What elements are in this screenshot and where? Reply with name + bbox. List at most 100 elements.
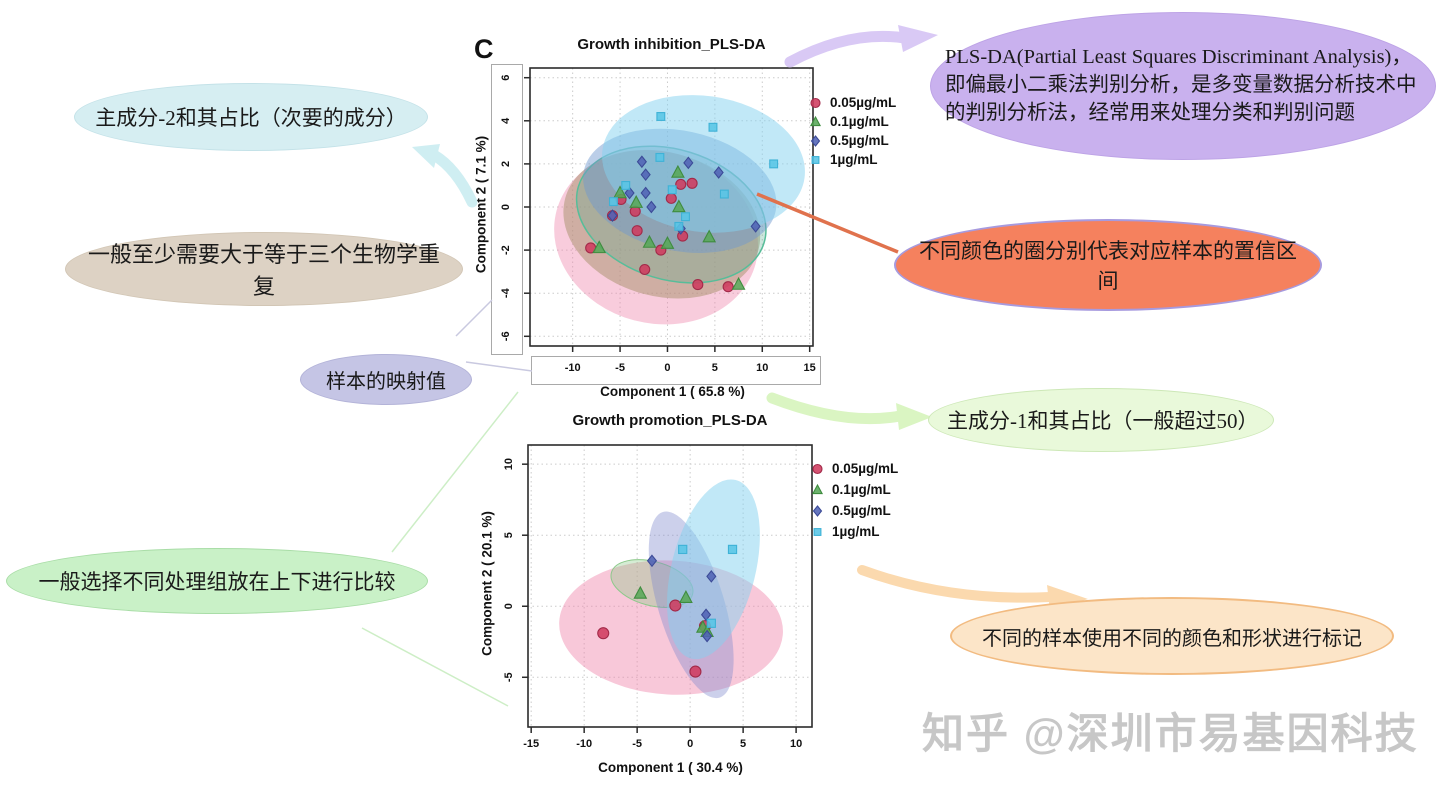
legend-item: 0.5µg/mL — [810, 503, 898, 518]
y-tick-label: -6 — [500, 331, 512, 341]
data-point-square — [681, 212, 690, 222]
data-point-circle — [631, 225, 643, 237]
y-tick-label: 4 — [500, 117, 512, 124]
bubble-pc2-note: 主成分-2和其占比（次要的成分） — [74, 83, 428, 151]
data-point-square — [706, 618, 716, 628]
data-point-square — [678, 544, 688, 555]
y-tick-label: 2 — [500, 161, 512, 167]
diamond-legend-marker-icon — [810, 135, 821, 147]
data-point-diamond — [640, 168, 651, 182]
data-point-triangle — [678, 590, 693, 603]
legend-label: 0.05µg/mL — [830, 95, 897, 110]
data-point-triangle — [811, 483, 824, 495]
square-legend-marker-icon — [813, 528, 822, 536]
data-point-triangle — [642, 234, 657, 248]
bubble-plsda-note: PLS-DA(Partial Least Squares Discriminan… — [930, 12, 1436, 160]
data-point-circle — [689, 665, 702, 678]
line-mapping-to-yaxis — [455, 299, 493, 337]
y-tick-label: -2 — [500, 245, 512, 255]
plot-border — [527, 444, 813, 728]
legend-top: 0.05µg/mL 0.1µg/mL 0.5µg/mL 1µg/mL — [808, 95, 896, 167]
arrow-to-pc2-bubble — [428, 149, 478, 208]
data-point-triangle — [633, 585, 648, 599]
legend-item: 0.05µg/mL — [810, 461, 898, 476]
data-point-triangle — [671, 164, 685, 178]
legend-item: 0.1µg/mL — [810, 482, 898, 497]
arrow-to-plsda-bubble-head — [898, 25, 938, 52]
data-point-diamond — [701, 629, 713, 643]
x-tick-label: 10 — [756, 362, 768, 374]
legend-label: 1µg/mL — [832, 524, 880, 539]
data-point-triangle — [809, 115, 822, 127]
data-point-square — [621, 180, 631, 190]
data-point-triangle — [629, 195, 644, 208]
y-tick-label: 5 — [503, 532, 515, 538]
data-point-diamond — [750, 220, 761, 233]
data-point-triangle — [702, 229, 717, 243]
x-tick-label: 10 — [790, 738, 802, 750]
x-tick-label: -5 — [632, 738, 642, 750]
data-point-diamond — [713, 166, 724, 179]
legend-item: 0.5µg/mL — [808, 133, 896, 148]
data-point-diamond — [700, 608, 712, 622]
confidence-ellipse — [602, 95, 805, 233]
data-point-square — [708, 122, 718, 132]
legend-item: 0.1µg/mL — [808, 114, 896, 129]
x-tick-label: -10 — [576, 738, 592, 750]
line-to-confidence-bubble — [756, 192, 899, 254]
bubble-confidence-text: 不同颜色的圈分别代表对应样本的置信区间 — [919, 239, 1297, 293]
x-tick-label: 0 — [687, 738, 693, 750]
y-tick-label: -5 — [503, 672, 515, 682]
x-axis-label-top: Component 1 ( 65.8 %) — [600, 384, 745, 399]
y-tick-label: 6 — [500, 75, 512, 81]
bubble-replicates-note: 一般至少需要大于等于三个生物学重复 — [65, 232, 463, 306]
data-point-square — [656, 112, 666, 121]
data-point-triangle — [660, 235, 675, 249]
data-point-triangle — [671, 199, 686, 213]
x-tick-label: 5 — [712, 362, 718, 374]
legend-label: 0.5µg/mL — [830, 133, 889, 148]
data-point-circle — [692, 279, 704, 291]
data-point-diamond — [607, 209, 618, 223]
data-point-square — [769, 159, 779, 169]
data-point-circle — [597, 627, 610, 640]
legend-label: 0.05µg/mL — [832, 461, 899, 476]
circle-legend-marker-icon — [812, 463, 823, 475]
legend-item: 1µg/mL — [808, 152, 896, 167]
legend-label: 0.1µg/mL — [830, 114, 889, 129]
data-point-diamond — [646, 200, 657, 214]
x-axis-label-bottom: Component 1 ( 30.4 %) — [598, 760, 743, 775]
data-point-square — [655, 152, 665, 162]
data-point-square — [727, 544, 738, 555]
legend-bottom: 0.05µg/mL 0.1µg/mL 0.5µg/mL 1µg/mL — [810, 461, 898, 539]
arrow-to-pc1-bubble — [766, 392, 906, 425]
bubble-mapping-text: 样本的映射值 — [326, 371, 446, 393]
bubble-confidence-note: 不同颜色的圈分别代表对应样本的置信区间 — [894, 219, 1322, 311]
triangle-legend-marker-icon — [811, 483, 824, 495]
data-point-circle — [722, 281, 734, 293]
bubble-markers-text: 不同的样本使用不同的颜色和形状进行标记 — [982, 627, 1362, 650]
data-point-square — [667, 185, 677, 195]
data-point-diamond — [646, 554, 658, 568]
x-tick-label: 5 — [740, 738, 746, 750]
data-point-diamond — [706, 570, 717, 583]
y-tick-label: 0 — [503, 603, 515, 609]
bubble-pc2-text: 主成分-2和其占比（次要的成分） — [95, 106, 407, 130]
data-point-circle — [686, 177, 698, 189]
data-point-triangle — [613, 185, 627, 199]
data-point-diamond — [640, 186, 651, 200]
panel-label-c: C — [474, 34, 494, 64]
x-tick-label: 0 — [664, 362, 670, 374]
square-legend-marker-icon — [811, 156, 820, 164]
y-tick-label: 10 — [503, 458, 515, 470]
bubble-replicates-text: 一般至少需要大于等于三个生物学重复 — [87, 242, 440, 299]
data-point-square — [674, 221, 684, 231]
legend-label: 0.5µg/mL — [832, 503, 891, 518]
data-point-square — [813, 528, 822, 536]
data-point-triangle — [731, 276, 746, 290]
x-tick-label: 15 — [804, 362, 816, 374]
bubble-compare-text: 一般选择不同处理组放在上下进行比较 — [38, 570, 396, 594]
